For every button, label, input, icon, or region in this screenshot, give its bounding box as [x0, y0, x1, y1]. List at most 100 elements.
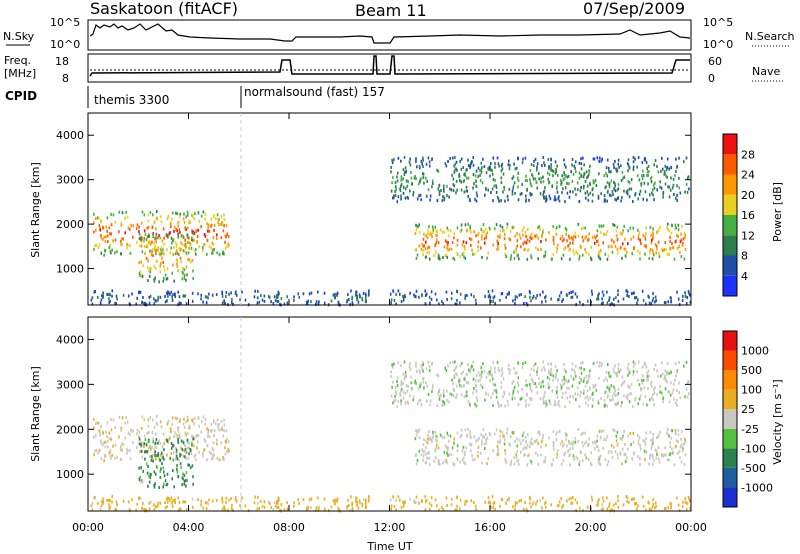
power-cell [521, 161, 524, 165]
velocity-cell [221, 497, 223, 501]
power-cell [164, 273, 167, 277]
velocity-cell [160, 425, 163, 429]
velocity-cell [217, 426, 220, 430]
velocity-cell [135, 432, 138, 436]
velocity-cell [554, 403, 557, 407]
velocity-cell [444, 444, 447, 448]
velocity-cell [623, 430, 626, 434]
power-cell [674, 196, 677, 200]
power-cell [178, 214, 181, 218]
velocity-cell [466, 434, 468, 438]
velocity-cell [130, 429, 133, 433]
power-cell [616, 225, 619, 229]
power-cell [175, 245, 178, 249]
velocity-cell [464, 428, 467, 432]
power-cell [466, 189, 469, 193]
velocity-cell [660, 391, 663, 395]
power-cell [578, 176, 581, 180]
power-cell [530, 254, 532, 258]
power-cell [151, 240, 153, 244]
power-cell [532, 177, 535, 181]
power-cell [418, 244, 421, 248]
power-cell [99, 301, 102, 305]
power-cell [202, 300, 204, 304]
velocity-cell [394, 394, 396, 398]
power-cell [529, 178, 531, 182]
velocity-cell [176, 467, 178, 471]
power-cell [136, 240, 138, 244]
power-cell [658, 251, 660, 255]
velocity-cell [504, 449, 506, 453]
velocity-cell [426, 452, 429, 456]
velocity-cell [602, 446, 604, 450]
power-cell [500, 176, 503, 180]
velocity-cell [551, 373, 553, 377]
velocity-cell [501, 372, 504, 376]
velocity-cell [639, 457, 641, 461]
velocity-cell [108, 506, 111, 510]
velocity-cell [226, 437, 229, 441]
velocity-cell [122, 499, 125, 503]
power-cell [681, 243, 684, 247]
power-cell [414, 174, 417, 178]
velocity-cell [184, 500, 187, 504]
velocity-cell [630, 443, 632, 447]
power-cell [571, 163, 573, 167]
power-cell [136, 296, 139, 300]
power-cell [503, 237, 506, 241]
power-cell [406, 184, 409, 188]
velocity-cell [188, 424, 191, 428]
power-cell [515, 166, 518, 170]
power-cell [615, 229, 618, 233]
velocity-cell [633, 452, 635, 456]
velocity-cell [513, 456, 515, 460]
velocity-cell [157, 501, 160, 505]
power-cell [316, 290, 319, 294]
power-cell [493, 184, 496, 188]
power-cell [183, 212, 185, 216]
power-cell [425, 255, 427, 259]
velocity-cell [258, 506, 261, 510]
power-cell [507, 163, 510, 167]
power-cell [107, 293, 110, 297]
velocity-cell [524, 383, 527, 387]
power-cell [684, 236, 686, 240]
power-cell [558, 199, 561, 203]
velocity-cell [569, 394, 571, 398]
velocity-cell [492, 505, 495, 509]
power-cell [590, 258, 593, 262]
velocity-cell [574, 436, 577, 440]
power-cell [168, 291, 170, 295]
velocity-cell [530, 367, 533, 371]
power-cell [480, 161, 483, 165]
velocity-cell [445, 369, 448, 373]
power-cell [663, 301, 666, 305]
power-cell [93, 212, 95, 216]
velocity-cell [334, 501, 336, 505]
power-cell [668, 252, 670, 256]
velocity-cell [392, 401, 394, 405]
velocity-cell [415, 381, 417, 385]
power-cell [468, 198, 471, 202]
power-cell [532, 174, 534, 178]
power-cell [391, 181, 393, 185]
velocity-cell [641, 381, 644, 385]
power-cell [106, 292, 108, 296]
velocity-cell [105, 430, 108, 434]
power-cell [460, 228, 463, 232]
power-cell [511, 189, 514, 193]
power-cell [477, 240, 480, 244]
power-cell [524, 179, 527, 183]
power-cell [582, 186, 585, 190]
power-cell [555, 250, 558, 254]
velocity-cell [416, 402, 419, 406]
power-cell [421, 242, 423, 246]
velocity-cell [426, 441, 429, 445]
power-cell [552, 169, 555, 173]
power-cell [492, 199, 494, 203]
power-cell [472, 163, 475, 167]
velocity-cell [668, 400, 671, 404]
velocity-cell [350, 495, 352, 499]
power-cell [222, 229, 225, 233]
